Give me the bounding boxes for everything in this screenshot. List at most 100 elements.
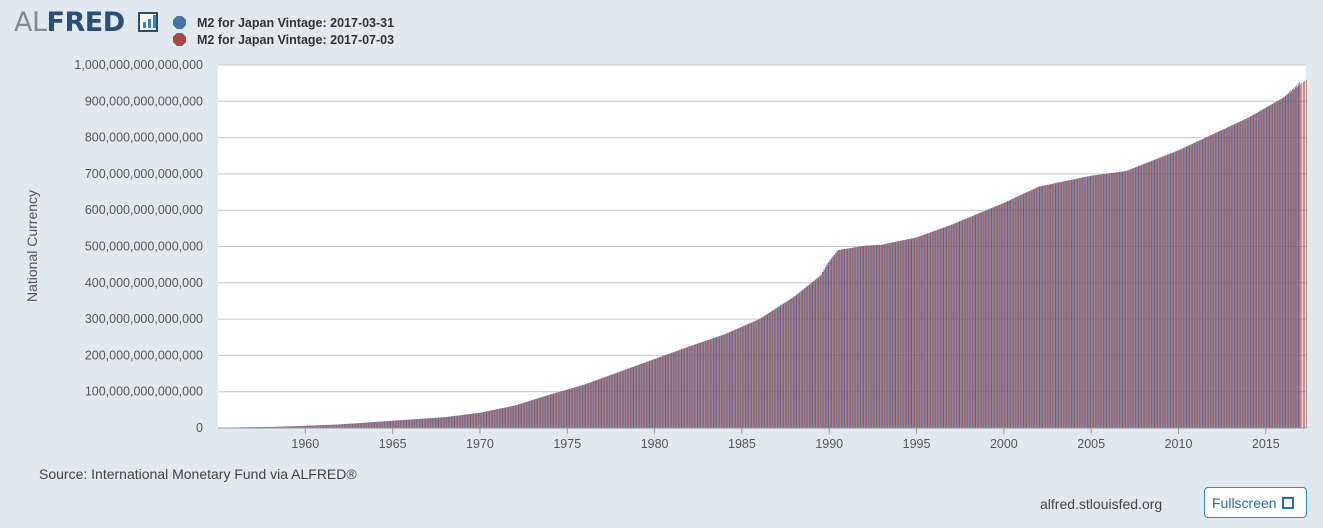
bar-series-1[interactable] — [1018, 195, 1020, 428]
bar-series-1[interactable] — [529, 400, 531, 428]
bar-series-2[interactable] — [511, 406, 512, 428]
bar-series-2[interactable] — [965, 218, 966, 428]
bar-series-1[interactable] — [1168, 154, 1170, 428]
bar-series-1[interactable] — [961, 220, 963, 428]
bar-series-2[interactable] — [266, 426, 268, 428]
bar-series-1[interactable] — [698, 343, 699, 428]
bar-series-1[interactable] — [904, 239, 906, 428]
bar-series-1[interactable] — [1294, 86, 1296, 429]
bar-series-2[interactable] — [1144, 163, 1145, 428]
bar-series-1[interactable] — [872, 245, 874, 428]
bar-series-2[interactable] — [1186, 146, 1188, 428]
bar-series-1[interactable] — [621, 370, 622, 428]
bar-series-2[interactable] — [1195, 142, 1196, 428]
bar-series-2[interactable] — [956, 222, 958, 428]
bar-series-1[interactable] — [804, 287, 806, 428]
bar-series-1[interactable] — [1257, 112, 1258, 428]
bar-series-2[interactable] — [923, 235, 924, 428]
bar-series-1[interactable] — [335, 424, 337, 428]
bar-series-2[interactable] — [1218, 131, 1220, 428]
bar-series-1[interactable] — [493, 409, 494, 428]
bar-series-2[interactable] — [466, 414, 467, 428]
bar-series-1[interactable] — [969, 217, 970, 428]
bar-series-1[interactable] — [1072, 179, 1074, 428]
bar-series-1[interactable] — [391, 420, 392, 428]
bar-series-2[interactable] — [387, 421, 389, 428]
bar-series-2[interactable] — [1141, 164, 1143, 428]
bar-series-2[interactable] — [658, 357, 659, 428]
bar-series-2[interactable] — [1017, 196, 1019, 428]
bar-series-2[interactable] — [994, 206, 996, 428]
bar-series-1[interactable] — [408, 419, 410, 428]
bar-series-2[interactable] — [969, 217, 971, 428]
bar-series-1[interactable] — [453, 415, 455, 428]
bar-series-1[interactable] — [1245, 118, 1247, 428]
bar-series-2[interactable] — [354, 423, 355, 428]
bar-series-2[interactable] — [720, 335, 722, 428]
bar-series-1[interactable] — [296, 426, 298, 428]
bar-series-2[interactable] — [908, 239, 910, 428]
bar-series-2[interactable] — [870, 245, 872, 428]
bar-series-1[interactable] — [513, 405, 515, 428]
bar-series-1[interactable] — [942, 227, 944, 428]
bar-series-2[interactable] — [901, 240, 902, 428]
bar-series-2[interactable] — [678, 350, 680, 428]
bar-series-1[interactable] — [292, 426, 293, 428]
bar-series-1[interactable] — [1117, 172, 1119, 428]
bar-series-2[interactable] — [1176, 151, 1178, 429]
bar-series-2[interactable] — [703, 341, 705, 428]
bar-series-2[interactable] — [813, 280, 815, 428]
bar-series-1[interactable] — [516, 404, 518, 428]
bar-series-1[interactable] — [1212, 134, 1213, 429]
bar-series-2[interactable] — [450, 416, 451, 428]
bar-series-1[interactable] — [577, 386, 579, 428]
bar-series-1[interactable] — [413, 419, 414, 428]
bar-series-2[interactable] — [1052, 183, 1054, 428]
bar-series-2[interactable] — [1292, 90, 1294, 429]
bar-series-2[interactable] — [1158, 158, 1160, 428]
bar-series-1[interactable] — [507, 406, 509, 428]
bar-series-2[interactable] — [875, 245, 876, 428]
bar-series-1[interactable] — [1056, 182, 1057, 428]
bar-series-2[interactable] — [434, 417, 435, 428]
bar-series-1[interactable] — [1140, 164, 1142, 428]
bar-series-1[interactable] — [1005, 201, 1007, 428]
bar-series-1[interactable] — [542, 396, 544, 428]
bar-series-2[interactable] — [943, 227, 945, 428]
bar-series-2[interactable] — [911, 238, 913, 428]
bar-series-1[interactable] — [351, 423, 353, 428]
bar-series-1[interactable] — [952, 223, 954, 428]
bar-series-2[interactable] — [1024, 193, 1026, 428]
bar-series-2[interactable] — [317, 425, 319, 428]
bar-series-1[interactable] — [338, 424, 340, 428]
bar-series-2[interactable] — [620, 371, 622, 428]
bar-series-1[interactable] — [1204, 137, 1206, 428]
bar-series-2[interactable] — [1154, 159, 1156, 428]
bar-series-2[interactable] — [1020, 195, 1022, 428]
bar-series-1[interactable] — [788, 299, 790, 428]
bar-series-2[interactable] — [278, 426, 280, 428]
bar-series-1[interactable] — [461, 415, 462, 428]
bar-series-2[interactable] — [1016, 197, 1017, 428]
bar-series-2[interactable] — [1259, 111, 1260, 428]
bar-series-2[interactable] — [764, 315, 766, 428]
bar-series-2[interactable] — [514, 405, 515, 428]
bar-series-2[interactable] — [274, 426, 275, 428]
bar-series-2[interactable] — [661, 356, 662, 428]
bar-series-1[interactable] — [424, 418, 426, 428]
bar-series-1[interactable] — [609, 375, 611, 428]
bar-series-2[interactable] — [992, 207, 994, 428]
bar-series-1[interactable] — [1133, 167, 1135, 428]
bar-series-1[interactable] — [468, 414, 470, 428]
bar-series-2[interactable] — [1103, 174, 1105, 428]
bar-series-2[interactable] — [924, 234, 926, 428]
bar-series-1[interactable] — [1088, 176, 1090, 428]
bar-series-1[interactable] — [392, 420, 394, 428]
bar-series-2[interactable] — [843, 249, 844, 428]
bar-series-2[interactable] — [487, 411, 489, 428]
bar-series-2[interactable] — [885, 243, 886, 428]
bar-series-1[interactable] — [1102, 174, 1104, 428]
bar-series-1[interactable] — [1089, 175, 1091, 428]
bar-series-1[interactable] — [877, 244, 878, 428]
bar-series-2[interactable] — [662, 356, 664, 428]
